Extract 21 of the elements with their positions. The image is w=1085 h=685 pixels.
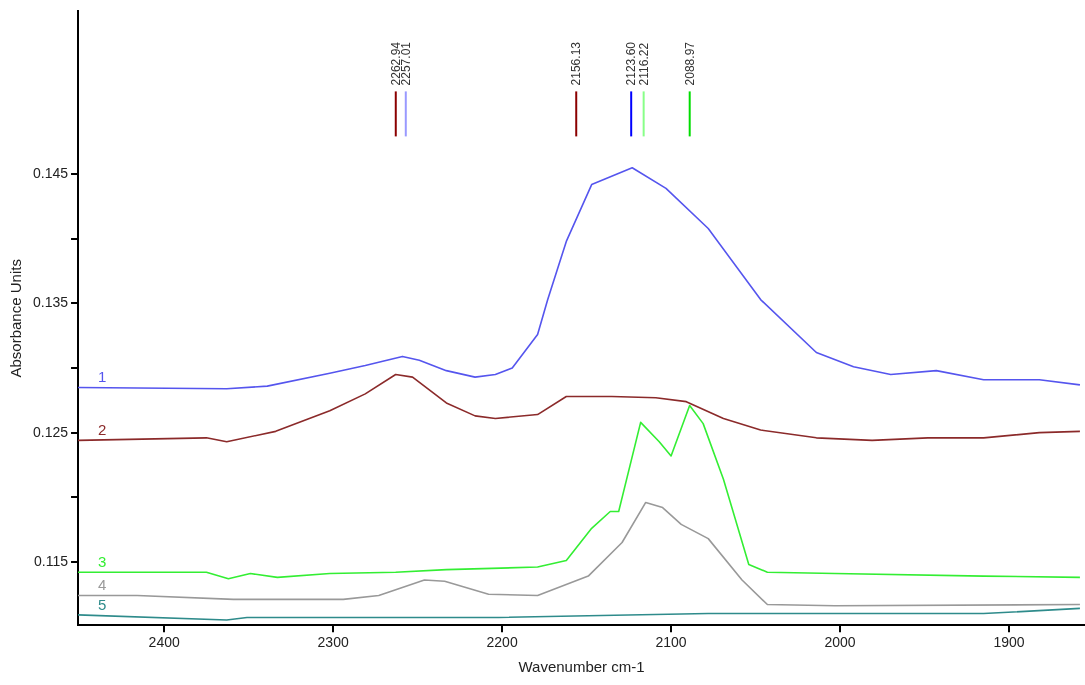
y-tick-label: 0.115 [34,552,69,569]
x-tick-label: 2300 [317,634,349,651]
ref-line-label: 2116.22 [636,42,651,86]
x-tick-label: 2200 [486,634,518,651]
x-tick-label: 2400 [148,634,180,651]
y-axis-title: Absorbance Units [7,259,25,378]
ref-line-label: 2088.97 [682,41,697,86]
x-tick-label: 2100 [655,634,687,651]
series-label: 1 [98,368,107,386]
x-axis-title: Wavenumber cm-1 [518,658,645,676]
ref-line-label: 2156.13 [569,41,584,86]
ref-line-label: 2123.60 [624,41,639,86]
y-tick-label: 0.125 [32,423,69,440]
series-label: 5 [98,595,107,613]
series-label: 4 [98,576,107,594]
x-tick-label: 1900 [993,634,1025,651]
y-tick-label: 0.135 [32,294,69,311]
x-tick-label: 2000 [824,634,856,651]
y-tick-label: 0.145 [32,165,69,182]
series-label: 3 [98,552,107,570]
series-label: 2 [98,421,107,439]
